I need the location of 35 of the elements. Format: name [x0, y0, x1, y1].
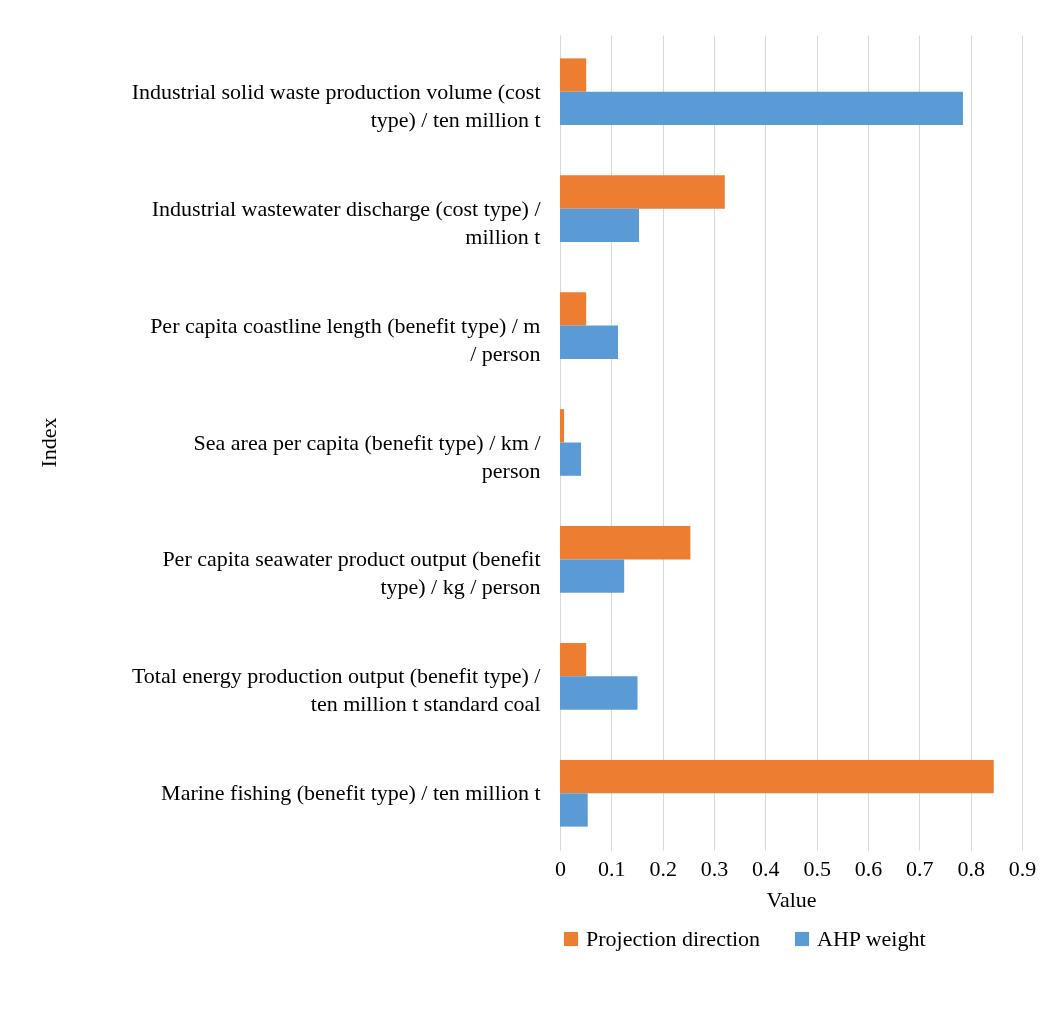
legend-label: Projection direction: [586, 926, 761, 951]
x-tick-label: 0.8: [957, 855, 985, 881]
x-tick-label: 0.3: [700, 855, 729, 881]
y-tick-label: Industrial wastewater discharge (cost type) / million t: [151, 195, 542, 249]
bar: [560, 643, 587, 677]
x-tick-label: 0.6: [854, 855, 883, 881]
y-tick-label: Marine fishing (benefit type) / ten million t: [161, 780, 541, 806]
bar: [560, 325, 619, 359]
y-tick-label: Total energy production output (benefit type) / ten million t standard coal: [131, 663, 542, 717]
y-axis-title: Index: [35, 417, 61, 468]
legend-label: AHP weight: [817, 926, 926, 951]
x-tick-label: 0.2: [649, 855, 677, 881]
bar: [560, 676, 638, 710]
x-axis-title: Value: [766, 886, 817, 912]
bar: [560, 292, 587, 326]
bar: [560, 91, 963, 126]
y-tick-label: Sea area per capita (benefit type) / km / person: [193, 429, 542, 483]
bar: [560, 442, 582, 476]
x-tick-label: 0.1: [598, 855, 626, 881]
x-tick-label: 0: [555, 855, 566, 881]
bar: [560, 175, 725, 209]
bar: [560, 759, 994, 794]
x-tick-label: 0.9: [1008, 855, 1037, 881]
bar: [560, 526, 691, 560]
bar: [560, 208, 640, 242]
bar: [560, 409, 565, 443]
bar: [560, 559, 625, 593]
y-tick-label: Industrial solid waste production volume (cost type) / ten million t: [131, 78, 541, 132]
x-tick-label: 0.7: [906, 855, 934, 881]
x-tick-label: 0.5: [803, 855, 831, 881]
x-tick-label: 0.4: [752, 855, 780, 881]
y-tick-label: Per capita seawater product output (benefit type) / kg / person: [162, 546, 541, 600]
bar: [560, 58, 587, 92]
bar: [560, 793, 588, 827]
y-tick-label: Per capita coastline length (benefit type) / m / person: [150, 312, 541, 366]
